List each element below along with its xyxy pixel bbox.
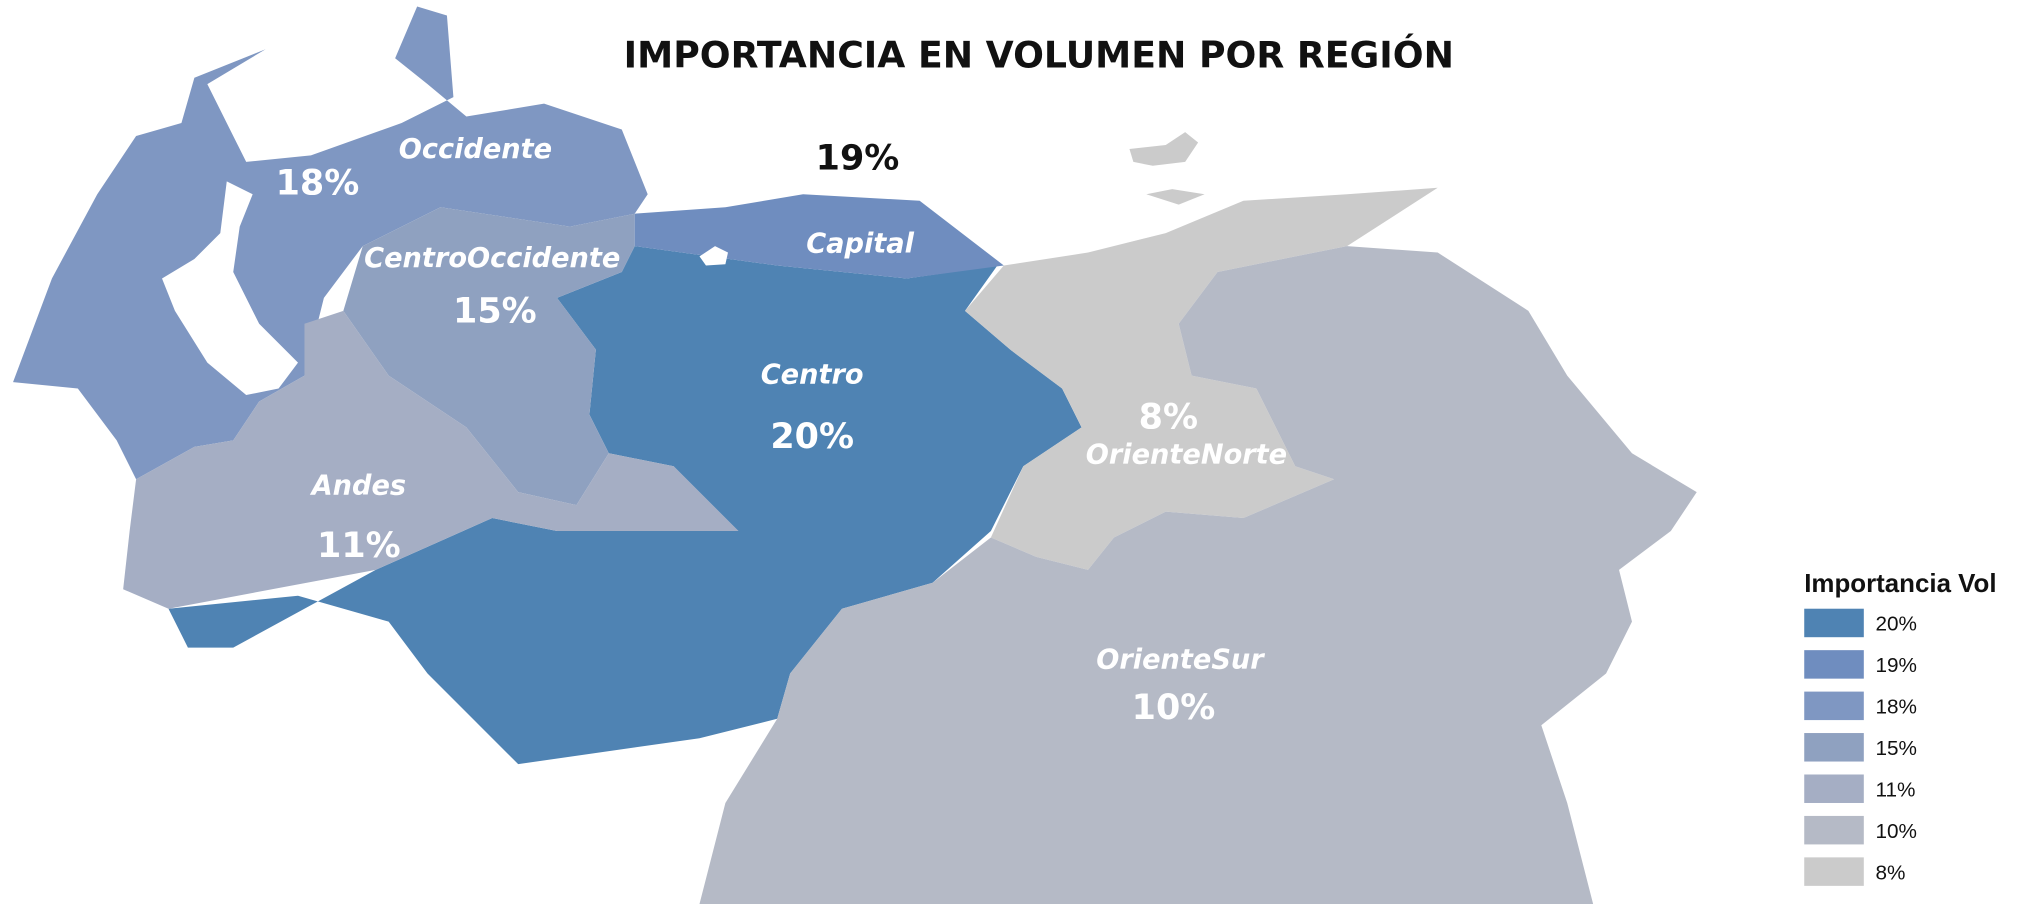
legend-title: Importancia Vol	[1804, 570, 1996, 598]
region-name: Centro	[761, 359, 864, 390]
legend-swatch	[1804, 857, 1864, 885]
region-oriente-norte-island	[1146, 189, 1204, 205]
legend-label: 20%	[1875, 613, 1916, 636]
region-name: Andes	[310, 471, 406, 502]
region-value: 11%	[317, 526, 401, 566]
legend-swatch	[1804, 650, 1864, 678]
region-value: 8%	[1139, 398, 1198, 438]
legend-label: 8%	[1875, 861, 1905, 884]
region-value: 15%	[453, 291, 537, 331]
region-value: 10%	[1132, 688, 1216, 728]
region-name: CentroOccidente	[364, 243, 620, 274]
region-name: OrienteSur	[1096, 644, 1265, 675]
region-oriente-norte-island	[1129, 132, 1198, 166]
legend-label: 11%	[1875, 779, 1915, 802]
region-value: 19%	[816, 139, 900, 179]
region-value: 18%	[276, 163, 360, 203]
legend-swatch	[1804, 733, 1864, 761]
region-name: Capital	[806, 229, 914, 260]
legend-label: 18%	[1875, 696, 1916, 719]
legend-swatch	[1804, 774, 1864, 802]
map: IMPORTANCIA EN VOLUMEN POR REGIÓN Centro…	[0, 0, 2031, 904]
legend-label: 15%	[1875, 737, 1916, 760]
legend-swatch	[1804, 692, 1864, 720]
region-name: Occidente	[399, 134, 552, 165]
legend-label: 19%	[1875, 654, 1916, 677]
region-value: 20%	[770, 417, 854, 457]
legend: Importancia Vol 20% 19% 18% 15% 11% 10% 8%	[1804, 570, 1996, 886]
map-title: IMPORTANCIA EN VOLUMEN POR REGIÓN	[624, 33, 1454, 76]
region-name: OrienteNorte	[1086, 440, 1287, 471]
legend-label: 10%	[1875, 820, 1916, 843]
legend-swatch	[1804, 816, 1864, 844]
legend-swatch	[1804, 609, 1864, 637]
